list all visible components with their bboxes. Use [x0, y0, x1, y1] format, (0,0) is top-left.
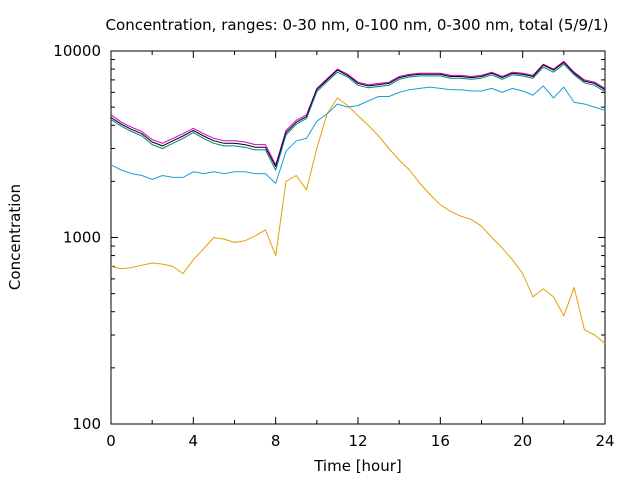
series-lines: [110, 60, 606, 344]
plot-area-frame: [110, 50, 606, 425]
x-tick-label: 0: [106, 432, 116, 450]
x-tick-label: 8: [271, 432, 281, 450]
x-tick-label: 12: [348, 432, 367, 450]
y-tick-label: 10000: [53, 42, 101, 60]
series-line-2: [110, 85, 606, 184]
x-tick-label: 24: [595, 432, 614, 450]
y-axis-ticks: 100 1000 10000: [53, 42, 605, 433]
x-tick-label: 20: [513, 432, 532, 450]
x-axis-label: Time [hour]: [313, 457, 402, 475]
x-tick-label: 4: [189, 432, 199, 450]
series-line-4: [110, 61, 606, 168]
series-line-3: [110, 60, 606, 166]
chart-title: Concentration, ranges: 0-30 nm, 0-100 nm…: [106, 16, 609, 34]
y-axis-label: Concentration: [6, 184, 24, 290]
series-line-1: [110, 97, 606, 344]
x-axis-ticks: 0 4 8 12 16 20 24: [106, 51, 615, 450]
y-tick-label: 100: [72, 415, 101, 433]
x-tick-label: 16: [431, 432, 450, 450]
series-line-5: [110, 63, 606, 171]
y-tick-label: 1000: [63, 229, 101, 247]
